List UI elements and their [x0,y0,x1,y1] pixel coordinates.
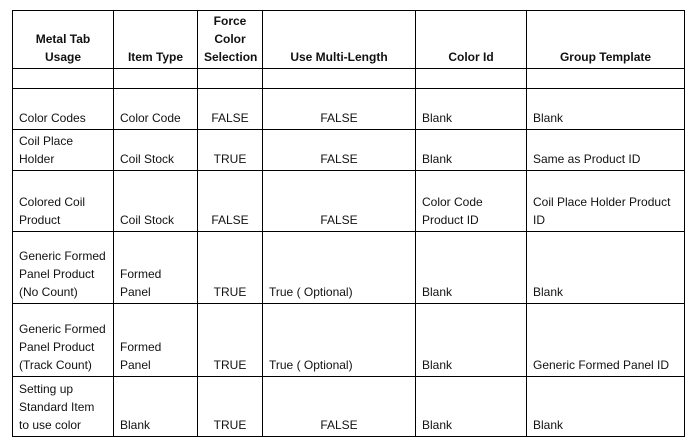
table-row: Color Codes Color Code FALSE FALSE Blank Blan… [12,88,685,130]
cell-item-type [113,68,198,89]
cell-use-multi-length: FALSE [262,88,416,130]
table-row: Colored Coil Product Coil Stock FALSE FALSE… [12,170,685,232]
cell-metal-tab-usage [12,68,114,89]
cell-force-color-selection [197,68,263,89]
cell-item-type: Formed Panel [113,231,198,304]
cell-force-color-selection: TRUE [197,303,263,377]
header-item-type: Item Type [113,10,198,69]
cell-use-multi-length: FALSE [262,129,416,171]
cell-force-color-selection: FALSE [197,170,263,232]
table-row [12,68,685,89]
table-body: Color Codes Color Code FALSE FALSE Blank Blan… [12,68,685,437]
cell-group-template: Coil Place Holder Product ID [526,170,685,232]
cell-item-type: Coil Stock [113,129,198,171]
cell-group-template: Same as Product ID [526,129,685,171]
cell-use-multi-length: FALSE [262,376,416,437]
cell-color-id: Blank [415,88,527,130]
header-metal-tab-usage: Metal Tab Usage [12,10,114,69]
cell-item-type: Coil Stock [113,170,198,232]
cell-color-id: Blank [415,303,527,377]
header-row: Metal Tab Usage Item Type Force Color Se… [12,10,685,69]
cell-force-color-selection: TRUE [197,129,263,171]
cell-item-type: Color Code [113,88,198,130]
header-force-color-selection: Force Color Selection [197,10,263,69]
cell-group-template [526,68,685,89]
cell-color-id [415,68,527,89]
table-row: Coil Place Holder Coil Stock TRUE FALSE Blan… [12,129,685,171]
cell-metal-tab-usage: Generic Formed Panel Product (Track Coun… [12,303,114,377]
metal-tab-usage-table: Metal Tab Usage Item Type Force Color Se… [12,10,685,437]
cell-use-multi-length [262,68,416,89]
cell-color-id: Color Code Product ID [415,170,527,232]
cell-item-type: Formed Panel [113,303,198,377]
table-row: Generic Formed Panel Product (No Count) F… [12,231,685,304]
cell-group-template: Blank [526,88,685,130]
cell-use-multi-length: True ( Optional) [262,231,416,304]
cell-use-multi-length: FALSE [262,170,416,232]
cell-color-id: Blank [415,231,527,304]
header-group-template: Group Template [526,10,685,69]
cell-force-color-selection: TRUE [197,376,263,437]
cell-metal-tab-usage: Color Codes [12,88,114,130]
cell-color-id: Blank [415,129,527,171]
cell-metal-tab-usage: Coil Place Holder [12,129,114,171]
table-row: Setting up Standard Item to use color Bla… [12,376,685,437]
header-color-id: Color Id [415,10,527,69]
cell-metal-tab-usage: Colored Coil Product [12,170,114,232]
cell-metal-tab-usage: Generic Formed Panel Product (No Count) [12,231,114,304]
cell-use-multi-length: True ( Optional) [262,303,416,377]
cell-group-template: Blank [526,376,685,437]
cell-group-template: Generic Formed Panel ID [526,303,685,377]
cell-color-id: Blank [415,376,527,437]
cell-force-color-selection: FALSE [197,88,263,130]
cell-force-color-selection: TRUE [197,231,263,304]
cell-group-template: Blank [526,231,685,304]
cell-metal-tab-usage: Setting up Standard Item to use color [12,376,114,437]
header-use-multi-length: Use Multi-Length [262,10,416,69]
table-row: Generic Formed Panel Product (Track Coun… [12,303,685,377]
cell-item-type: Blank [113,376,198,437]
